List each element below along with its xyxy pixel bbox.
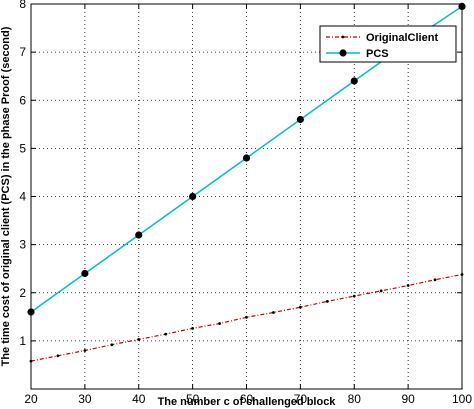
data-point-pcs [189, 192, 197, 201]
data-point-pcs [350, 77, 358, 85]
data-point-originalclient [406, 284, 410, 287]
data-point-originalclient [352, 294, 356, 298]
x-tick-label: 50 [186, 392, 200, 406]
data-point-originalclient [272, 311, 275, 314]
legend-box [319, 25, 457, 63]
legend-label-originalclient: OriginalClient [366, 32, 438, 44]
y-tick-label: 6 [19, 93, 26, 107]
x-tick-label: 40 [132, 392, 146, 406]
data-point-originalclient [137, 338, 141, 341]
data-point-pcs [296, 115, 304, 124]
data-point-pcs [135, 231, 143, 239]
data-point-originalclient [379, 289, 383, 293]
y-tick-label: 7 [19, 45, 26, 59]
y-tick-label: 2 [19, 286, 26, 300]
y-tick-label: 4 [19, 190, 26, 204]
x-tick-label: 60 [240, 392, 254, 406]
y-tick-label: 3 [19, 238, 26, 252]
x-axis-label: The number c of challenged block [158, 396, 337, 408]
data-point-originalclient [164, 332, 168, 336]
x-tick-label: 70 [294, 392, 308, 406]
data-point-originalclient [218, 322, 221, 325]
data-point-originalclient [191, 326, 195, 330]
data-point-pcs [81, 269, 89, 278]
data-point-originalclient [325, 300, 329, 303]
data-point-pcs [242, 154, 251, 162]
y-axis-label: The time cost of original client (PCS) i… [0, 26, 12, 366]
legend: OriginalClient PCS [319, 25, 457, 63]
y-tick-label: 8 [19, 0, 26, 11]
legend-marker-pcs [339, 49, 347, 57]
x-tick-label: 100 [452, 392, 472, 406]
data-point-originalclient [110, 343, 114, 347]
legend-marker-originalclient [341, 35, 345, 39]
x-tick-label: 20 [24, 392, 38, 406]
legend-label-pcs: PCS [366, 48, 389, 60]
data-point-originalclient [56, 354, 60, 358]
data-point-originalclient [433, 278, 437, 282]
data-point-originalclient [83, 349, 87, 352]
y-tick-label: 5 [19, 141, 26, 155]
x-tick-label: 90 [401, 392, 415, 406]
axis-ticks: 20 30 40 50 60 70 80 90 100 1 2 3 4 5 6 7 8 [19, 0, 472, 406]
data-point-originalclient [298, 305, 302, 309]
data-point-originalclient [245, 315, 248, 319]
x-tick-label: 80 [348, 392, 362, 406]
y-tick-label: 1 [19, 334, 26, 348]
x-tick-label: 30 [78, 392, 92, 406]
